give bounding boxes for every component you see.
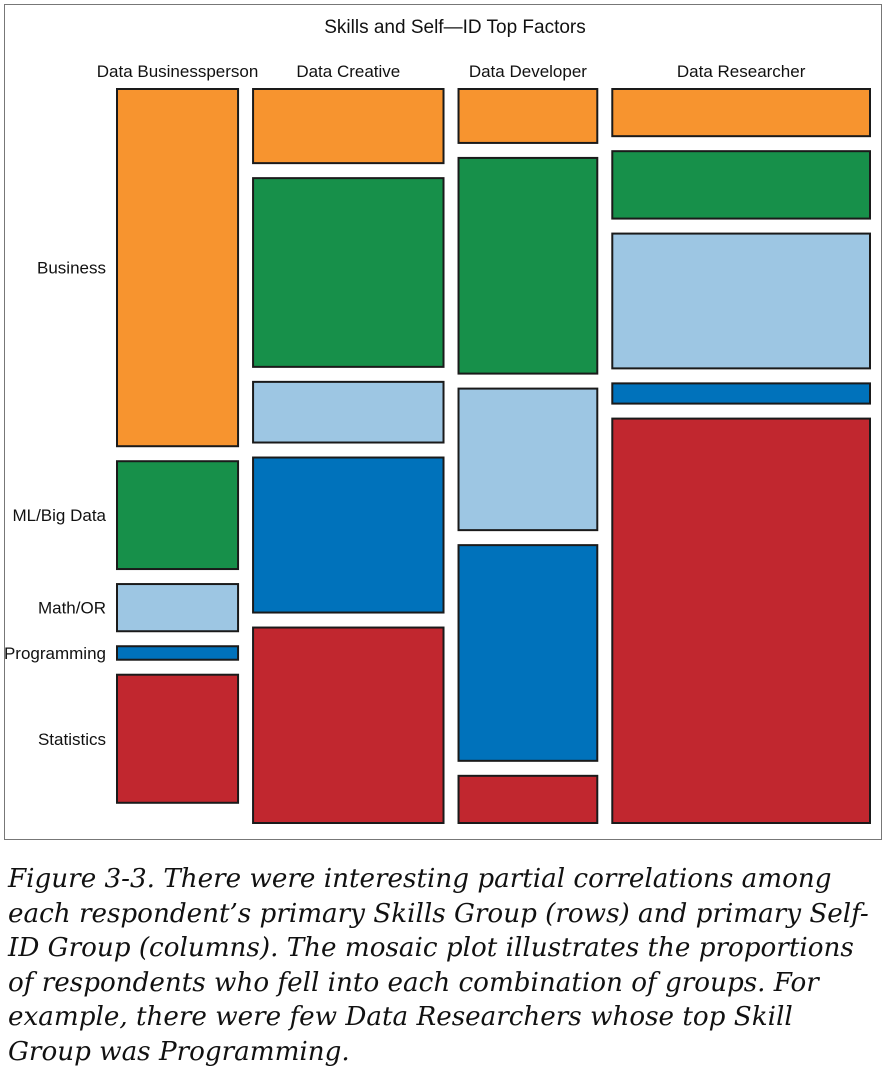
row-label-ml-big-data: ML/Big Data [12, 506, 106, 525]
tile-data-businessperson-statistics [117, 675, 238, 803]
row-label-business: Business [37, 259, 106, 278]
figure-caption: Figure 3-3. There were interesting parti… [8, 862, 882, 1069]
tile-data-creative-ml-big-data [253, 178, 443, 367]
row-labels: Business ML/Big Data Math/OR Programming Sta… [4, 259, 107, 749]
tile-data-creative-math-or [253, 382, 443, 443]
tile-data-researcher-math-or [612, 234, 870, 369]
tile-data-developer-ml-big-data [459, 158, 598, 374]
tile-data-businessperson-ml-big-data [117, 461, 238, 569]
tile-data-developer-business [459, 89, 598, 143]
column-label-data-researcher: Data Researcher [677, 62, 806, 81]
tile-data-researcher-ml-big-data [612, 151, 870, 218]
tile-data-businessperson-programming [117, 646, 238, 659]
mosaic-tiles [117, 89, 870, 823]
row-label-programming: Programming [4, 644, 106, 663]
tile-data-developer-statistics [459, 776, 598, 823]
tile-data-creative-statistics [253, 628, 443, 823]
tile-data-researcher-statistics [612, 419, 870, 823]
tile-data-developer-math-or [459, 389, 598, 531]
tile-data-creative-business [253, 89, 443, 163]
column-label-data-businessperson: Data Businessperson [97, 62, 259, 81]
column-label-data-creative: Data Creative [296, 62, 400, 81]
tile-data-researcher-business [612, 89, 870, 136]
tile-data-businessperson-business [117, 89, 238, 446]
tile-data-researcher-programming [612, 383, 870, 403]
column-label-data-developer: Data Developer [469, 62, 587, 81]
tile-data-businessperson-math-or [117, 584, 238, 631]
chart-title: Skills and Self—ID Top Factors [324, 17, 586, 38]
mosaic-plot: Skills and Self—ID Top Factors Data Busi… [0, 0, 890, 845]
row-label-math-or: Math/OR [38, 599, 106, 618]
row-label-statistics: Statistics [38, 730, 106, 749]
tile-data-creative-programming [253, 458, 443, 613]
column-labels: Data Businessperson Data Creative Data Dev… [97, 62, 806, 81]
tile-data-developer-programming [459, 545, 598, 761]
